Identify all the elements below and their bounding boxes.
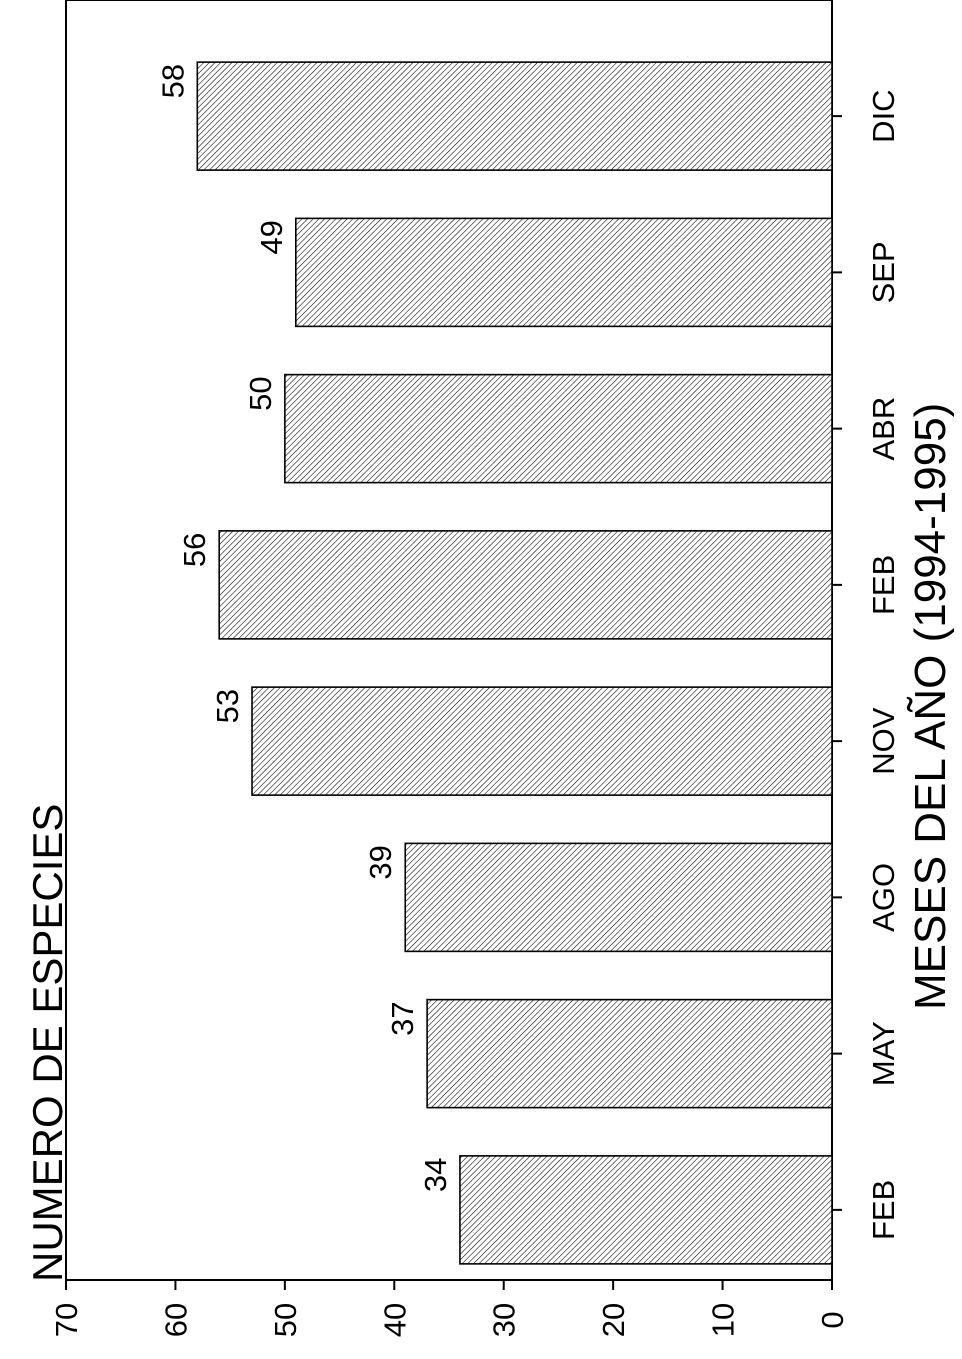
category-axis-ticks: FEB MAY AGO NOV FEB ABR SEP DIC (832, 89, 901, 1240)
bar-ago-3 (404, 842, 833, 953)
category-tick-label: FEB (866, 1180, 901, 1240)
category-tick-label: ABR (866, 397, 901, 461)
category-tick-label: AGO (866, 863, 901, 932)
category-tick-label: MAY (866, 1021, 901, 1086)
value-tick-label: 20 (596, 1303, 631, 1337)
bar-feb-1 (459, 1155, 833, 1265)
bar-data-label: 58 (155, 64, 190, 98)
bar-nov-4 (251, 686, 833, 796)
value-tick-label: 70 (49, 1303, 84, 1337)
bars-group: 34 37 39 53 56 50 49 58 (155, 61, 833, 1265)
value-tick-label: 40 (377, 1303, 412, 1337)
bar-data-label: 49 (254, 220, 289, 254)
bar-dic-8 (196, 61, 833, 171)
x-axis-title: MESES DEL AÑO (1994-1995) (905, 403, 955, 1010)
category-tick-label: DIC (866, 89, 901, 142)
bar-data-label: 53 (210, 689, 245, 723)
category-tick-label: FEB (866, 555, 901, 615)
value-axis-ticks: 0 10 20 30 40 50 60 70 (49, 1280, 850, 1337)
bar-data-label: 56 (177, 533, 212, 567)
value-tick-label: 10 (706, 1303, 741, 1337)
bar-may-2 (426, 998, 833, 1109)
y-axis-title: NUMERO DE ESPECIES (24, 804, 71, 1282)
value-tick-label: 60 (158, 1303, 193, 1337)
bar-data-label: 50 (243, 376, 278, 410)
value-tick-label: 50 (268, 1303, 303, 1337)
bar-data-label: 39 (363, 845, 398, 879)
bar-feb-5 (218, 530, 833, 640)
value-tick-label: 30 (487, 1303, 522, 1337)
bar-abr-6 (284, 373, 833, 484)
bar-data-label: 34 (418, 1158, 453, 1192)
category-tick-label: NOV (866, 707, 901, 775)
bar-data-label: 37 (385, 1001, 420, 1035)
bar-sep-7 (294, 217, 833, 328)
category-tick-label: SEP (866, 241, 901, 303)
value-tick-label: 0 (815, 1311, 850, 1328)
